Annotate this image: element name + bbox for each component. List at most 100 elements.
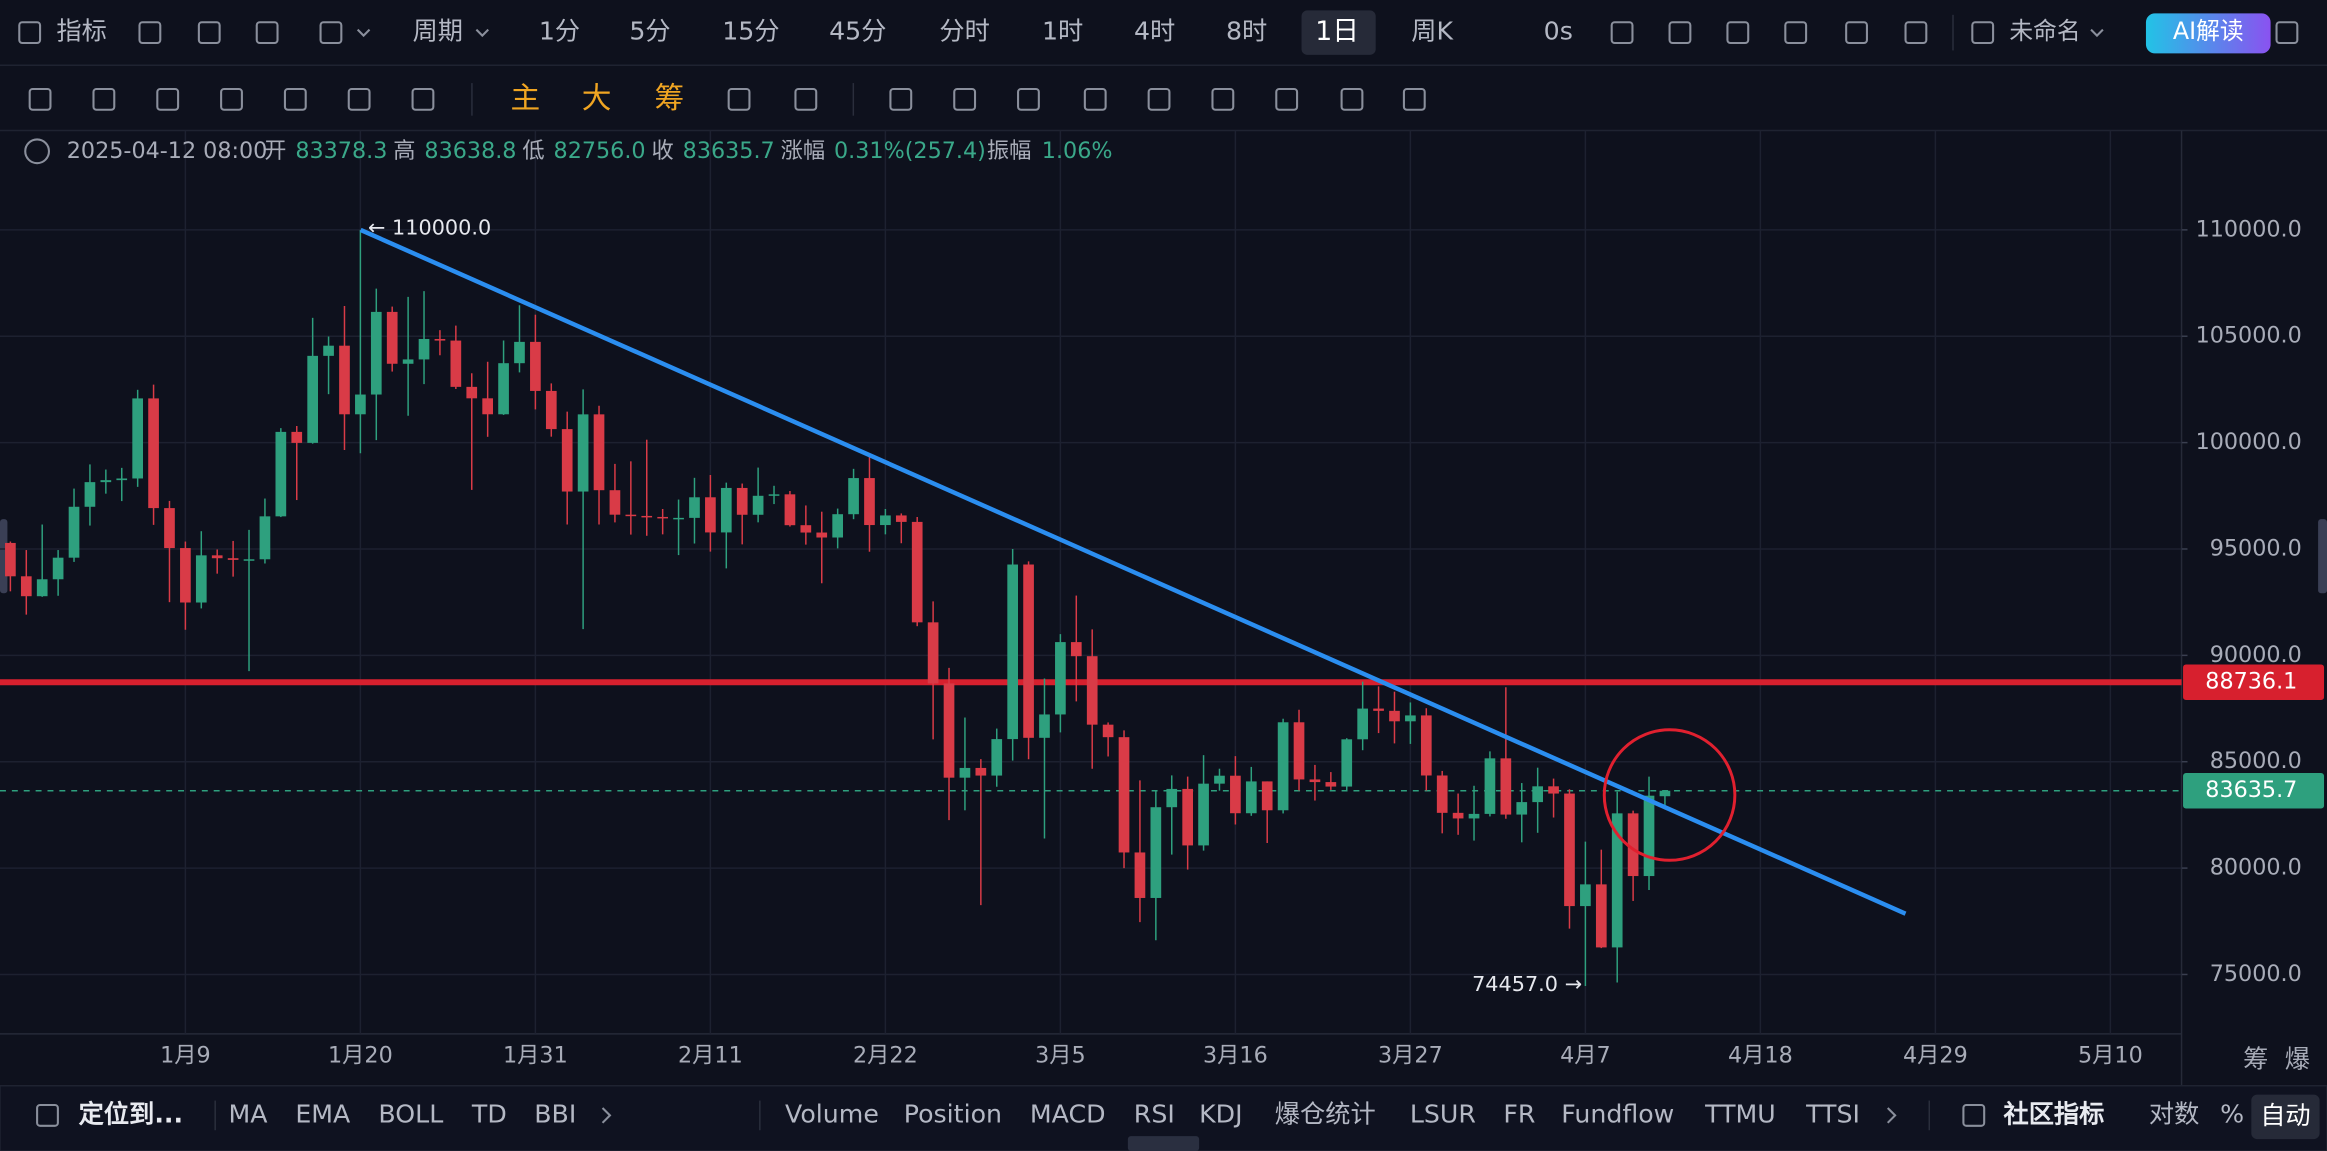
toolbar-icon[interactable] — [727, 87, 751, 111]
axis-button[interactable]: 爆 — [2285, 1045, 2310, 1074]
intervals-7[interactable]: 8时 — [1226, 17, 1267, 46]
toolbar-indicators[interactable]: 指标 — [56, 17, 106, 46]
main-indicators-3[interactable]: TD — [471, 1099, 507, 1128]
x-tick-label: 1月20 — [328, 1043, 393, 1069]
info-bar-low-label: 低 — [522, 138, 544, 164]
candle-body — [1580, 884, 1591, 907]
intervals-9[interactable]: 周K — [1411, 17, 1454, 46]
toolbar-icon[interactable] — [2275, 21, 2299, 45]
highlight-circle — [1602, 728, 1737, 862]
toolbar-icon[interactable] — [1962, 1103, 1986, 1127]
auto-button-bg[interactable] — [2251, 1094, 2320, 1140]
toolbar-icon[interactable] — [953, 87, 977, 111]
intervals-3[interactable]: 45分 — [829, 17, 886, 46]
main-indicators-4[interactable]: BBI — [534, 1099, 576, 1128]
toolbar-icon[interactable] — [1083, 87, 1107, 111]
sub-indicators-0[interactable]: Volume — [785, 1099, 879, 1128]
toolbar-icon[interactable] — [255, 21, 279, 45]
candle-body — [673, 517, 684, 520]
toolbar-icon[interactable] — [347, 87, 371, 111]
collapse-icon[interactable] — [24, 138, 51, 165]
x-tick-label: 4月29 — [1903, 1043, 1968, 1069]
buttons-0[interactable]: 主 — [511, 80, 541, 115]
toolbar-icon[interactable] — [889, 87, 913, 111]
toolbar-ai[interactable]: AI解读 — [2173, 17, 2244, 45]
intervals-1[interactable]: 5分 — [629, 17, 670, 46]
info-bar-change: 0.31%(257.4) — [834, 138, 986, 164]
toolbar-icon[interactable] — [1402, 87, 1426, 111]
sub-indicators-2[interactable]: MACD — [1030, 1099, 1106, 1128]
intervals-6[interactable]: 4时 — [1134, 17, 1175, 46]
candle-body — [1436, 775, 1448, 813]
x-tick-label: 3月5 — [1035, 1043, 1086, 1069]
candle-body — [880, 515, 891, 526]
toolbar-icon[interactable] — [1211, 87, 1235, 111]
toolbar-period[interactable]: 周期 — [413, 17, 463, 46]
main-indicators-0[interactable]: MA — [229, 1099, 269, 1128]
toolbar-icon[interactable] — [1845, 21, 1868, 45]
sub-indicators-7[interactable]: FR — [1503, 1099, 1535, 1128]
buttons-2[interactable]: 筹 — [654, 80, 684, 115]
sub-indicators-9[interactable]: TTMU — [1704, 1099, 1776, 1128]
candle-body — [1118, 737, 1130, 853]
candle-body — [402, 359, 414, 364]
sub-indicators-4[interactable]: KDJ — [1199, 1099, 1242, 1128]
bottom-handle[interactable] — [1127, 1136, 1200, 1151]
intervals-0[interactable]: 1分 — [539, 17, 580, 46]
toolbar-icon[interactable] — [220, 87, 243, 111]
toolbar-icon[interactable] — [411, 87, 435, 111]
sub-indicators-5[interactable]: 爆仓统计 — [1275, 1099, 1376, 1128]
axis-button[interactable]: 筹 — [2243, 1045, 2268, 1074]
toolbar-icon[interactable] — [1275, 87, 1299, 111]
toolbar-icon[interactable] — [28, 87, 52, 111]
bottom-bar-log[interactable]: 对数 — [2149, 1099, 2199, 1128]
toolbar-icon[interactable] — [1610, 21, 1634, 45]
toolbar-icon[interactable] — [1147, 87, 1171, 111]
bottom-bar-locate[interactable]: 定位到... — [79, 1099, 183, 1128]
x-tick-label: 2月22 — [853, 1043, 918, 1069]
intervals-5[interactable]: 1时 — [1042, 17, 1083, 46]
toolbar-icon[interactable] — [1904, 21, 1928, 45]
toolbar-countdown[interactable]: 0s — [1544, 17, 1573, 46]
candle-body — [1595, 884, 1607, 948]
toolbar-icon[interactable] — [197, 21, 221, 45]
candle-body — [1500, 758, 1512, 815]
toolbar-icon[interactable] — [18, 21, 42, 45]
right-handle[interactable] — [2318, 519, 2327, 594]
candle-body — [768, 494, 780, 496]
main-indicators-2[interactable]: BOLL — [378, 1099, 443, 1128]
toolbar-icon[interactable] — [1340, 87, 1364, 111]
sub-indicators-6[interactable]: LSUR — [1410, 1099, 1476, 1128]
toolbar-icon[interactable] — [138, 21, 162, 45]
candle-body — [736, 487, 748, 515]
ai-button[interactable] — [2145, 13, 2271, 54]
bottom-bar-community[interactable]: 社区指标 — [2002, 1099, 2104, 1128]
intervals-2[interactable]: 15分 — [722, 17, 779, 46]
toolbar-icon[interactable] — [1017, 87, 1040, 111]
bottom-bar-auto[interactable]: 自动 — [2260, 1101, 2310, 1130]
main-indicators-1[interactable]: EMA — [295, 1099, 351, 1128]
intervals-8[interactable]: 1日 — [1315, 16, 1359, 47]
chevron[interactable] — [1886, 1107, 1897, 1124]
bottom-bar-percent[interactable]: % — [2220, 1099, 2244, 1128]
toolbar-icon[interactable] — [92, 87, 116, 111]
toolbar-icon[interactable] — [794, 87, 818, 111]
sub-indicators-1[interactable]: Position — [904, 1099, 1002, 1128]
sub-indicators-3[interactable]: RSI — [1134, 1099, 1175, 1128]
toolbar-icon[interactable] — [1784, 21, 1808, 45]
intervals-4[interactable]: 分时 — [939, 17, 989, 46]
toolbar-icon[interactable] — [283, 87, 307, 111]
sub-indicators-10[interactable]: TTSI — [1805, 1099, 1860, 1128]
sub-indicators-8[interactable]: Fundflow — [1561, 1099, 1674, 1128]
toolbar-layout-name[interactable]: 未命名 — [2009, 17, 2080, 45]
candle-body — [816, 532, 828, 538]
toolbar-icon[interactable] — [1726, 21, 1750, 45]
buttons-1[interactable]: 大 — [582, 80, 612, 115]
toolbar-icon[interactable] — [156, 87, 180, 111]
toolbar-icon[interactable] — [319, 21, 343, 45]
toolbar-icon[interactable] — [1668, 21, 1692, 45]
toolbar-icon[interactable] — [1971, 21, 1995, 45]
chevron[interactable] — [601, 1107, 612, 1124]
toolbar-icon[interactable] — [36, 1103, 59, 1127]
